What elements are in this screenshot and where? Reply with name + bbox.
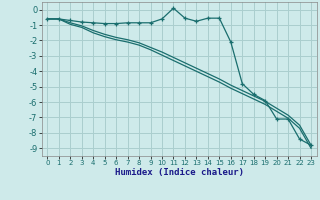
X-axis label: Humidex (Indice chaleur): Humidex (Indice chaleur) — [115, 168, 244, 177]
